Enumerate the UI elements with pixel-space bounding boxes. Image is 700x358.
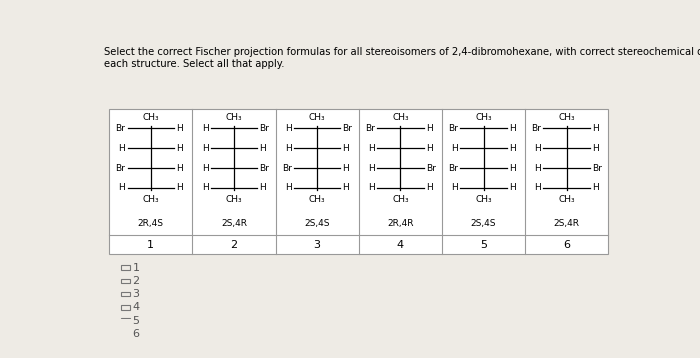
Text: CH₃: CH₃ <box>559 113 575 122</box>
Text: H: H <box>342 164 349 173</box>
Text: H: H <box>509 124 516 133</box>
Text: H: H <box>368 183 375 193</box>
Text: 5: 5 <box>132 315 139 325</box>
Text: 4: 4 <box>397 240 404 250</box>
Text: H: H <box>202 183 209 193</box>
Text: CH₃: CH₃ <box>225 113 242 122</box>
Bar <box>121 305 130 310</box>
Text: CH₃: CH₃ <box>475 195 492 204</box>
Text: H: H <box>176 144 183 153</box>
Text: H: H <box>285 183 292 193</box>
Text: H: H <box>535 164 541 173</box>
Text: 2: 2 <box>132 276 139 286</box>
Text: CH₃: CH₃ <box>392 113 409 122</box>
Text: H: H <box>368 144 375 153</box>
Text: H: H <box>176 164 183 173</box>
Text: Br: Br <box>448 124 458 133</box>
Text: CH₃: CH₃ <box>559 195 575 204</box>
Text: 2S,4S: 2S,4S <box>304 219 330 228</box>
Text: CH₃: CH₃ <box>143 195 159 204</box>
Text: H: H <box>452 144 458 153</box>
Text: 3: 3 <box>314 240 321 250</box>
Text: CH₃: CH₃ <box>225 195 242 204</box>
Text: 2S,4S: 2S,4S <box>471 219 496 228</box>
Bar <box>121 332 130 336</box>
Text: H: H <box>260 183 266 193</box>
Text: H: H <box>342 183 349 193</box>
Text: H: H <box>202 124 209 133</box>
Text: H: H <box>368 164 375 173</box>
Text: H: H <box>592 124 599 133</box>
Text: H: H <box>285 124 292 133</box>
Text: CH₃: CH₃ <box>475 113 492 122</box>
Text: H: H <box>426 144 433 153</box>
Text: H: H <box>426 183 433 193</box>
Text: Br: Br <box>116 124 125 133</box>
Text: H: H <box>202 164 209 173</box>
Text: H: H <box>285 144 292 153</box>
Text: 2S,4R: 2S,4R <box>221 219 247 228</box>
Text: H: H <box>176 124 183 133</box>
Text: Br: Br <box>426 164 435 173</box>
Text: H: H <box>535 183 541 193</box>
Text: 5: 5 <box>480 240 487 250</box>
Text: 3: 3 <box>132 289 139 299</box>
Text: 6: 6 <box>564 240 570 250</box>
Text: H: H <box>592 183 599 193</box>
Text: Br: Br <box>342 124 353 133</box>
Bar <box>109 109 608 254</box>
Text: H: H <box>509 144 516 153</box>
Text: Br: Br <box>365 124 375 133</box>
Text: CH₃: CH₃ <box>143 113 159 122</box>
Text: 1: 1 <box>132 263 139 273</box>
Text: Br: Br <box>592 164 602 173</box>
Text: H: H <box>118 144 125 153</box>
Text: H: H <box>509 183 516 193</box>
Text: 2S,4R: 2S,4R <box>554 219 580 228</box>
Text: H: H <box>118 183 125 193</box>
Text: H: H <box>509 164 516 173</box>
Text: Br: Br <box>282 164 292 173</box>
Text: 2R,4R: 2R,4R <box>387 219 414 228</box>
Text: H: H <box>592 144 599 153</box>
Text: 1: 1 <box>147 240 154 250</box>
Text: H: H <box>260 144 266 153</box>
Text: Select the correct Fischer projection formulas for all stereoisomers of 2,4-dibr: Select the correct Fischer projection fo… <box>104 47 700 69</box>
Text: Br: Br <box>448 164 458 173</box>
Text: Br: Br <box>260 124 270 133</box>
Text: CH₃: CH₃ <box>392 195 409 204</box>
Text: CH₃: CH₃ <box>309 113 326 122</box>
Text: H: H <box>202 144 209 153</box>
Text: CH₃: CH₃ <box>309 195 326 204</box>
Text: Br: Br <box>116 164 125 173</box>
Text: Br: Br <box>531 124 541 133</box>
Text: H: H <box>452 183 458 193</box>
Bar <box>121 265 130 270</box>
Text: 2R,4S: 2R,4S <box>138 219 164 228</box>
Bar <box>121 292 130 296</box>
Text: H: H <box>535 144 541 153</box>
Text: 2: 2 <box>230 240 237 250</box>
Bar <box>121 279 130 283</box>
Text: H: H <box>426 124 433 133</box>
Text: 4: 4 <box>132 302 139 312</box>
Text: H: H <box>176 183 183 193</box>
Text: 6: 6 <box>132 329 139 339</box>
Text: H: H <box>342 144 349 153</box>
Bar <box>121 318 130 323</box>
Text: Br: Br <box>260 164 270 173</box>
